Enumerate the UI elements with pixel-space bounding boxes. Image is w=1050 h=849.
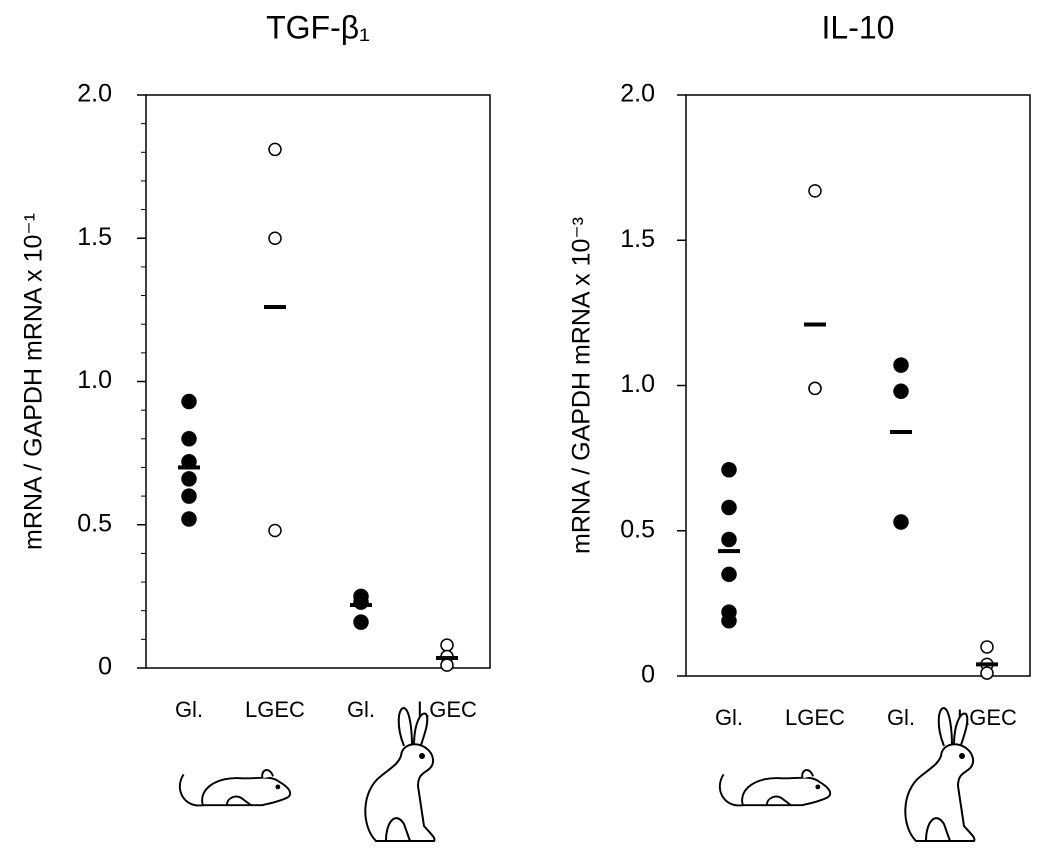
y-tick-label: 0.5 xyxy=(620,515,655,543)
y-tick-label: 2.0 xyxy=(77,80,112,108)
y-tick-label: 0.5 xyxy=(77,509,112,537)
y-tick-label: 1.0 xyxy=(620,370,655,398)
y-tick-label: 1.0 xyxy=(77,366,112,394)
data-point xyxy=(268,231,282,245)
x-tick-label: Gl. xyxy=(715,705,743,730)
mean-bar xyxy=(178,465,200,470)
data-point xyxy=(893,383,909,400)
data-point xyxy=(893,357,909,373)
y-tick-label: 1.5 xyxy=(77,223,112,251)
y-axis-label: mRNA / GAPDH mRNA x 10⁻³ xyxy=(568,217,596,554)
x-tick-label: LGEC xyxy=(785,705,845,730)
mean-bar xyxy=(718,549,740,554)
mean-bar xyxy=(264,305,286,310)
data-point xyxy=(980,666,994,680)
data-point xyxy=(181,431,197,447)
data-point xyxy=(808,184,822,198)
data-point xyxy=(893,514,909,530)
x-tick-label: LGEC xyxy=(245,697,305,722)
chart-title: TGF-β₁ xyxy=(266,9,370,45)
plot-frame xyxy=(685,94,1031,677)
data-point xyxy=(980,640,994,654)
y-tick-label: 0 xyxy=(98,653,112,681)
y-tick-label: 0 xyxy=(641,661,655,689)
data-point xyxy=(353,614,369,630)
mean-bar xyxy=(436,655,458,660)
mean-bar xyxy=(976,662,998,667)
rabbit-icon xyxy=(904,707,976,842)
mouse-icon xyxy=(718,769,832,807)
data-point xyxy=(181,393,197,410)
data-point xyxy=(181,471,197,487)
data-point xyxy=(721,566,737,583)
data-point xyxy=(268,142,282,157)
data-point xyxy=(721,499,737,516)
data-point xyxy=(440,638,454,652)
data-point xyxy=(268,523,282,538)
x-tick-label: Gl. xyxy=(347,697,375,722)
data-point xyxy=(721,531,737,548)
data-point xyxy=(181,488,197,504)
data-point xyxy=(721,461,737,478)
data-point xyxy=(808,381,822,396)
y-axis-label: mRNA / GAPDH mRNA x 10⁻¹ xyxy=(20,213,48,550)
y-tick-label: 1.5 xyxy=(620,225,655,253)
rabbit-icon xyxy=(364,707,436,842)
data-point xyxy=(440,658,454,672)
mouse-icon xyxy=(178,769,292,807)
chart-title: IL-10 xyxy=(822,9,895,45)
y-tick-label: 2.0 xyxy=(620,80,655,108)
mean-bar xyxy=(804,322,826,327)
mean-bar xyxy=(890,429,912,434)
plot-frame xyxy=(145,94,491,669)
mean-bar xyxy=(350,602,372,607)
x-tick-label: Gl. xyxy=(175,697,203,722)
data-point xyxy=(721,613,737,629)
data-point xyxy=(181,511,197,527)
data-point xyxy=(353,594,369,610)
x-tick-label: Gl. xyxy=(887,705,915,730)
